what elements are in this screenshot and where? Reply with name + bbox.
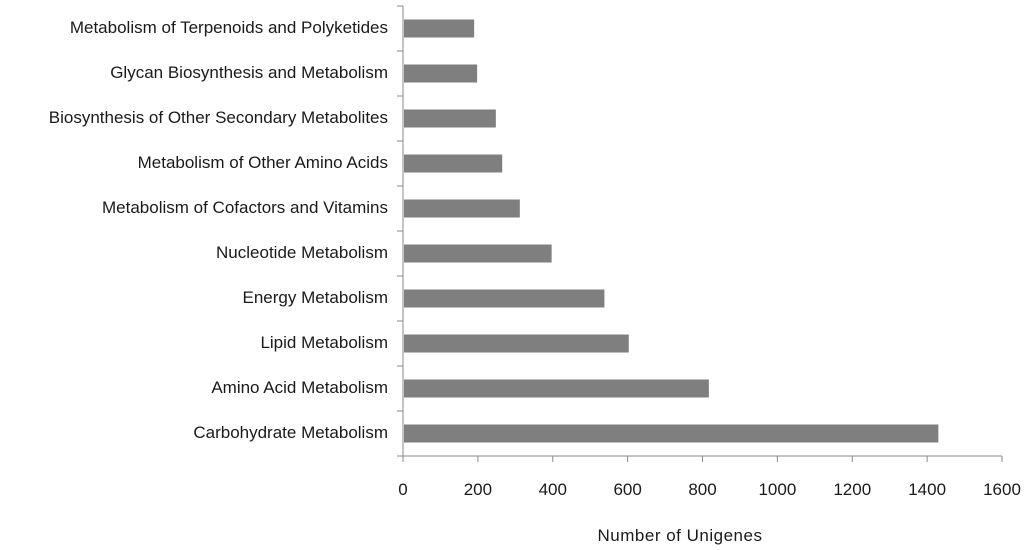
x-tick-label: 600 — [613, 480, 641, 499]
category-label: Metabolism of Terpenoids and Polyketides — [70, 18, 388, 37]
x-axis-title: Number of Unigenes — [598, 526, 763, 545]
bar — [404, 64, 478, 83]
x-tick-label: 0 — [398, 480, 407, 499]
category-label: Metabolism of Other Amino Acids — [138, 153, 388, 172]
bar — [404, 424, 939, 443]
bar — [404, 244, 552, 263]
bar — [404, 199, 520, 218]
bar — [404, 154, 503, 173]
category-label: Nucleotide Metabolism — [216, 243, 388, 262]
category-label: Lipid Metabolism — [260, 333, 388, 352]
category-label: Energy Metabolism — [242, 288, 388, 307]
category-labels: Metabolism of Terpenoids and Polyketides… — [49, 18, 388, 442]
x-axis-ticks: 0 200 400 600 800 1000 1200 1400 1600 — [397, 5, 1021, 499]
category-label: Amino Acid Metabolism — [211, 378, 388, 397]
bar — [404, 109, 496, 128]
category-label: Biosynthesis of Other Secondary Metaboli… — [49, 108, 388, 127]
x-tick-label: 1000 — [758, 480, 796, 499]
bar — [404, 379, 709, 398]
bar — [404, 19, 475, 38]
x-tick-label: 1600 — [983, 480, 1021, 499]
x-tick-label: 800 — [688, 480, 716, 499]
category-label: Metabolism of Cofactors and Vitamins — [102, 198, 388, 217]
x-tick-label: 1200 — [833, 480, 871, 499]
bars-layer — [404, 19, 939, 443]
bar — [404, 289, 605, 308]
x-tick-label: 1400 — [908, 480, 946, 499]
category-label: Glycan Biosynthesis and Metabolism — [110, 63, 388, 82]
bar — [404, 334, 629, 353]
category-label: Carbohydrate Metabolism — [193, 423, 388, 442]
x-tick-label: 200 — [464, 480, 492, 499]
x-tick-label: 400 — [539, 480, 567, 499]
